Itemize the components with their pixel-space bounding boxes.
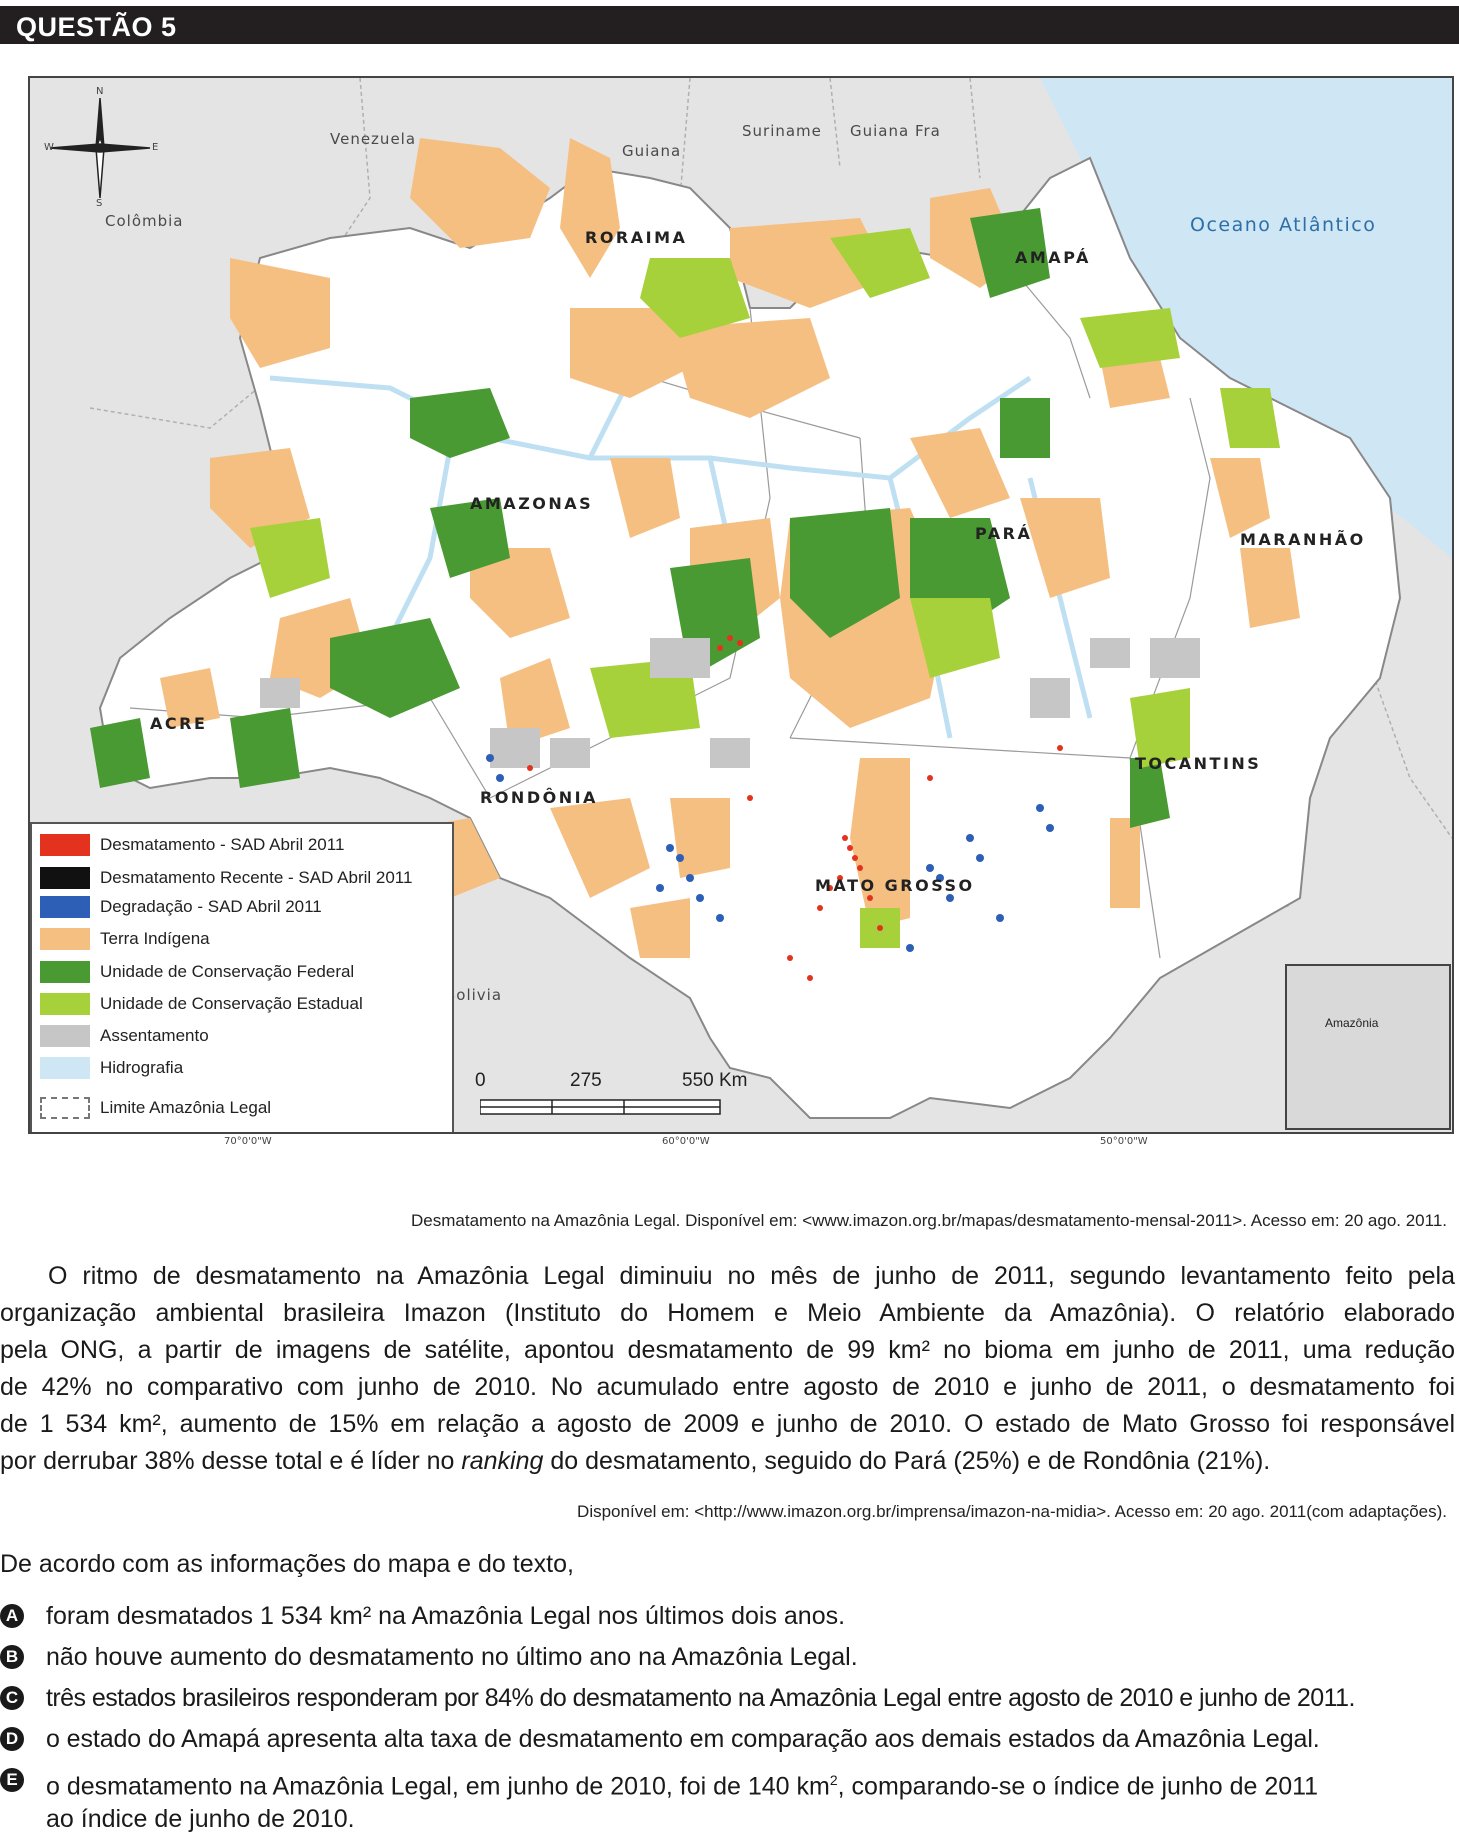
country-label: Guiana Fra (850, 122, 941, 140)
question-body: O ritmo de desmatamento na Amazônia Lega… (0, 1258, 1455, 1480)
legend-swatch (40, 1097, 90, 1119)
country-label: Bolivia (445, 986, 503, 1004)
legend-label: Terra Indígena (100, 929, 210, 948)
body-line: pela ONG, a partir de imagens de satélit… (0, 1336, 1455, 1364)
legend-swatch (40, 834, 90, 856)
map-legend: Desmatamento - SAD Abril 2011 Desmatamen… (30, 822, 454, 1132)
lon-label: 70°0'0"W (224, 1136, 272, 1147)
compass-s: S (96, 198, 103, 209)
legend-item: Hidrografia (40, 1055, 183, 1081)
state-label: RONDÔNIA (480, 788, 598, 807)
body-line: de 1 534 km², aumento de 15% em relação … (0, 1410, 1455, 1438)
state-label: MATO GROSSO (815, 876, 975, 895)
scale-label: 550 Km (682, 1070, 748, 1091)
option-text: três estados brasileiros responderam por… (46, 1684, 1355, 1712)
legend-item: Assentamento (40, 1023, 209, 1049)
option-letter: E (0, 1768, 24, 1792)
legend-swatch (40, 896, 90, 918)
option-letter: A (0, 1604, 24, 1628)
body-line: O ritmo de desmatamento na Amazônia Lega… (48, 1262, 1455, 1290)
legend-swatch (40, 961, 90, 983)
legend-swatch (40, 1057, 90, 1079)
question-title: QUESTÃO 5 (16, 12, 177, 42)
inset-map: Amazônia (1285, 964, 1451, 1130)
legend-item: Terra Indígena (40, 926, 210, 952)
answer-option-b[interactable]: B não houve aumento do desmatamento no ú… (0, 1641, 1455, 1674)
inset-label: Amazônia (1325, 1016, 1379, 1030)
lon-label: 60°0'0"W (662, 1136, 710, 1147)
legend-label: Unidade de Conservação Estadual (100, 994, 363, 1013)
lat-label: 0°0'0" (28, 286, 31, 318)
lat-label: 10°0'0"S (28, 733, 31, 778)
legend-swatch (40, 928, 90, 950)
legend-label: Desmatamento - SAD Abril 2011 (100, 835, 345, 854)
country-label: Suriname (742, 122, 822, 140)
option-letter: D (0, 1727, 24, 1751)
body-line: de 42% no comparativo com junho de 2010.… (0, 1373, 1455, 1401)
scale-label: 0 (475, 1070, 486, 1091)
scale-label: 275 (570, 1070, 602, 1091)
answer-option-a[interactable]: A foram desmatados 1 534 km² na Amazônia… (0, 1600, 1455, 1633)
question-prompt: De acordo com as informações do mapa e d… (0, 1550, 574, 1578)
legend-label: Assentamento (100, 1026, 209, 1045)
lon-label: 50°0'0"W (1100, 1136, 1148, 1147)
body-line: por derrubar 38% desse total e é líder n… (0, 1447, 1271, 1475)
state-label: RORAIMA (585, 228, 688, 247)
legend-label: Unidade de Conservação Federal (100, 962, 355, 981)
country-label: Guiana (622, 142, 682, 160)
legend-swatch (40, 993, 90, 1015)
legend-label: Desmatamento Recente - SAD Abril 2011 (100, 868, 413, 887)
state-label: AMAZONAS (470, 494, 594, 513)
option-letter: C (0, 1686, 24, 1710)
state-label: TOCANTINS (1135, 754, 1262, 773)
scale-graphic (480, 1099, 721, 1115)
legend-item: Desmatamento - SAD Abril 2011 (40, 832, 344, 858)
ocean-label: Oceano Atlântico (1190, 214, 1377, 236)
question-header: QUESTÃO 5 (0, 6, 1459, 44)
country-label: Colômbia (105, 212, 184, 230)
answer-option-c[interactable]: C três estados brasileiros responderam p… (0, 1682, 1455, 1715)
legend-item: Unidade de Conservação Federal (40, 959, 354, 985)
legend-label: Hidrografia (100, 1058, 184, 1077)
compass-n: N (96, 86, 104, 97)
legend-swatch (40, 1025, 90, 1047)
legend-label: Degradação - SAD Abril 2011 (100, 897, 322, 916)
text-source-caption: Disponível em: <http://www.imazon.org.br… (577, 1502, 1447, 1521)
body-line: organização ambiental brasileira Imazon … (0, 1299, 1455, 1327)
state-label: PARÁ (975, 524, 1033, 543)
option-text: o estado do Amapá apresenta alta taxa de… (46, 1725, 1320, 1753)
state-label: MARANHÃO (1240, 530, 1366, 549)
compass-e: E (152, 142, 159, 153)
option-letter: B (0, 1645, 24, 1669)
map-source-caption: Desmatamento na Amazônia Legal. Disponív… (411, 1211, 1447, 1230)
legend-item: Desmatamento Recente - SAD Abril 2011 (40, 865, 412, 891)
compass-w: W (44, 142, 54, 153)
answer-option-d[interactable]: D o estado do Amapá apresenta alta taxa … (0, 1723, 1455, 1756)
legend-swatch (40, 867, 90, 889)
state-label: ACRE (150, 714, 208, 733)
amazon-map: Venezuela Guiana Suriname Guiana Fra Col… (28, 76, 1454, 1134)
country-label: Venezuela (330, 130, 417, 148)
map-graphic (49, 78, 1452, 1124)
option-text: foram desmatados 1 534 km² na Amazônia L… (46, 1602, 846, 1630)
option-text: o desmatamento na Amazônia Legal, em jun… (46, 1772, 1319, 1834)
legend-item: Degradação - SAD Abril 2011 (40, 894, 322, 920)
state-label: AMAPÁ (1015, 248, 1091, 267)
legend-item: Limite Amazônia Legal (40, 1095, 271, 1121)
legend-item: Unidade de Conservação Estadual (40, 991, 363, 1017)
option-text: não houve aumento do desmatamento no últ… (46, 1643, 858, 1671)
compass-rose (49, 97, 151, 199)
answer-option-e[interactable]: E o desmatamento na Amazônia Legal, em j… (0, 1764, 1455, 1836)
legend-label: Limite Amazônia Legal (100, 1098, 272, 1117)
